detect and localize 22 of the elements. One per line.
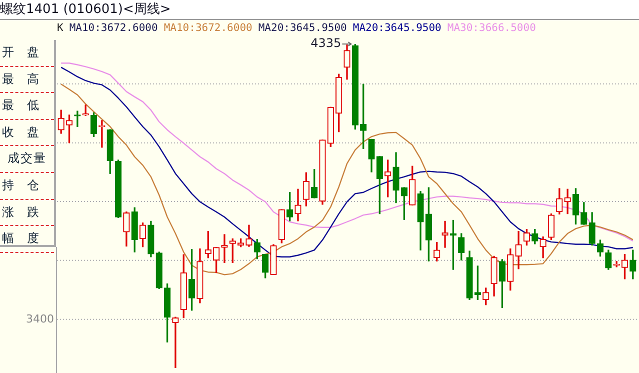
text: 持仓	[0, 172, 54, 200]
text: 涨跌	[0, 200, 54, 226]
text: 开盘	[0, 40, 54, 67]
candlestick	[442, 220, 448, 248]
text: MA20:3645.9500	[258, 21, 347, 36]
annotation: 4335	[310, 36, 342, 50]
text: 幅度	[0, 226, 54, 253]
text: MA30:3666.5000	[447, 21, 536, 36]
text: MA10:3672.6000	[69, 21, 158, 36]
candlestick	[74, 110, 81, 127]
candlestick	[221, 234, 228, 264]
text: MA10:3672.6000	[164, 21, 252, 36]
text: K	[57, 21, 64, 36]
text: 3400	[26, 312, 54, 326]
text: 最高	[0, 66, 54, 94]
text: 最低	[0, 93, 54, 120]
chart-title: 螺纹1401 (010601)<周线>	[0, 0, 639, 20]
text: 收盘	[0, 120, 54, 146]
text: 成交量	[0, 146, 54, 173]
candlestick	[172, 316, 179, 368]
text: MA20:3645.9500	[352, 21, 442, 36]
candlestick	[564, 188, 571, 214]
